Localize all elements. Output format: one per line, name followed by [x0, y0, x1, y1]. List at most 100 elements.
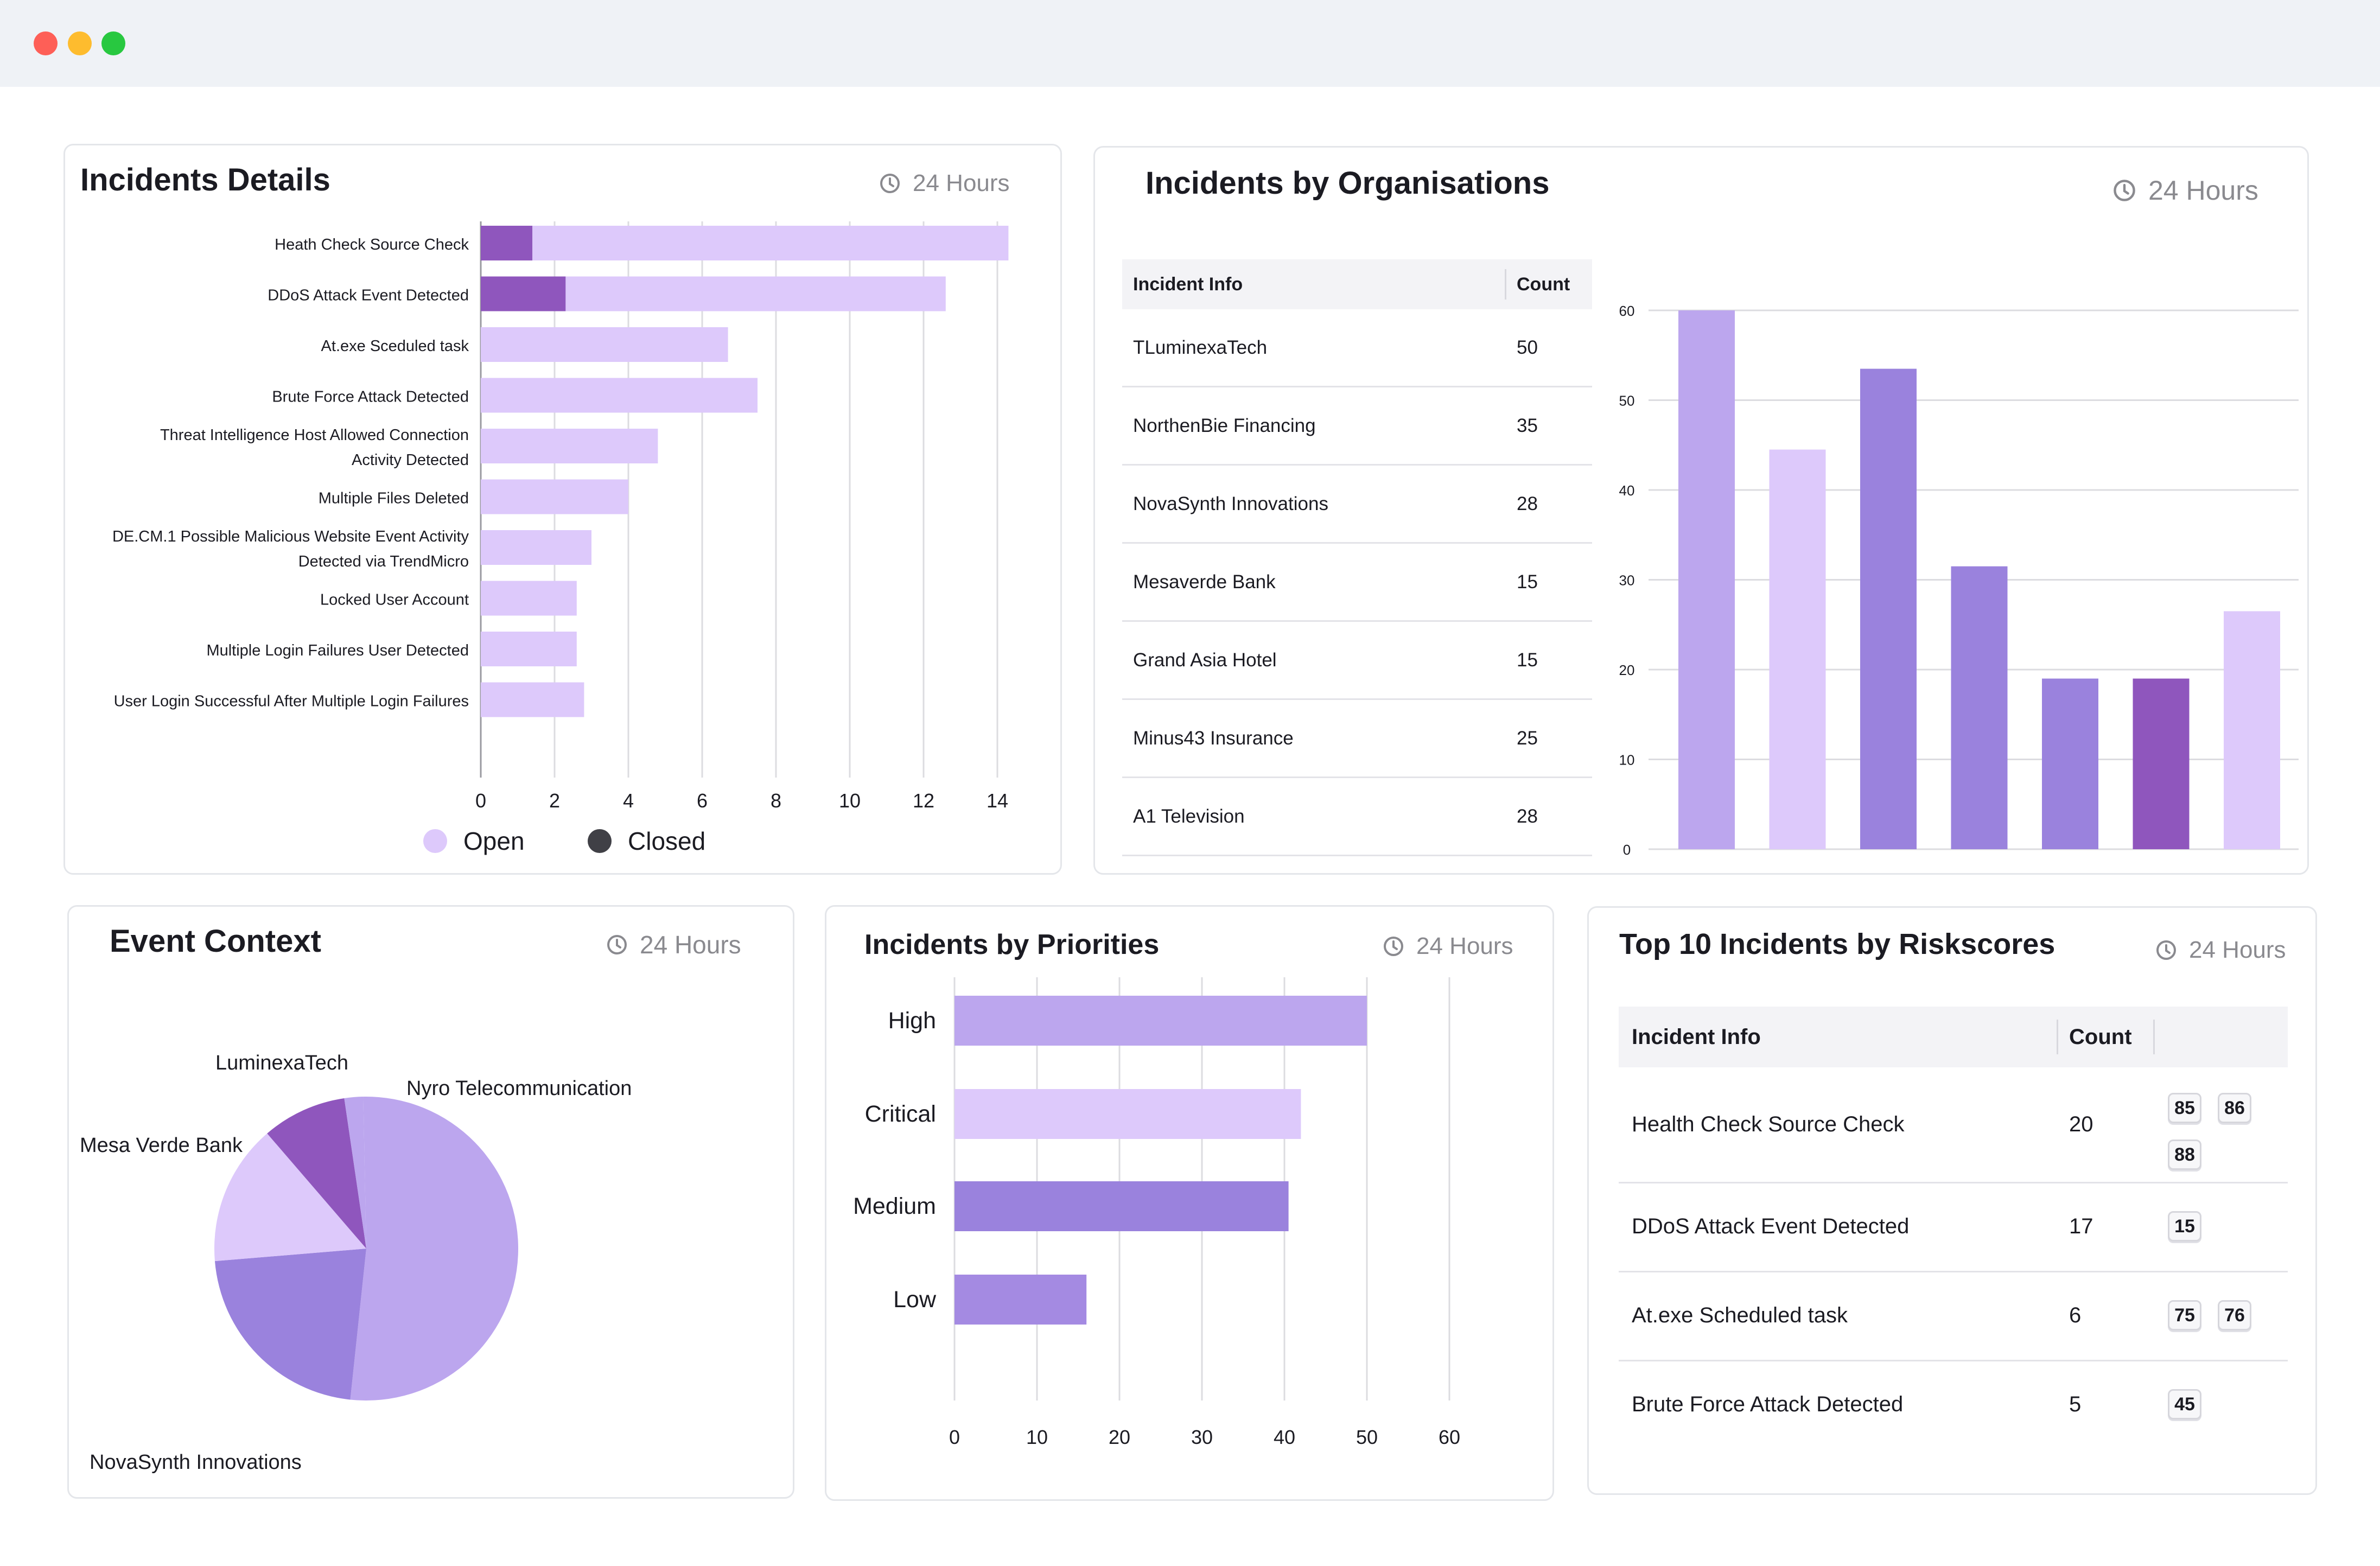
category-label: Heath Check Source Check — [275, 236, 469, 253]
x-tick-label: 40 — [1274, 1426, 1295, 1448]
period-label: 24 Hours — [2189, 937, 2286, 963]
category-label: Detected via TrendMicro — [298, 553, 469, 570]
priority-label: High — [888, 1008, 936, 1034]
org-bar — [1769, 449, 1826, 849]
legend-open-swatch — [423, 829, 447, 853]
org-name: NorthenBie Financing — [1133, 415, 1316, 436]
risk-score-badge[interactable]: 75 — [2168, 1300, 2201, 1331]
bar-open — [481, 581, 577, 616]
bar-open — [565, 276, 946, 311]
org-table-row[interactable]: TLuminexaTech 50 — [1122, 309, 1592, 387]
y-tick-label: 40 — [1619, 482, 1635, 499]
pie-slice — [344, 1097, 366, 1249]
org-count: 50 — [1517, 336, 1538, 358]
pie-slice-label: NovaSynth Innovations — [90, 1451, 302, 1474]
x-tick-label: 14 — [987, 790, 1008, 812]
category-label: DE.CM.1 Possible Malicious Website Event… — [112, 528, 469, 545]
risk-incident-name: DDoS Attack Event Detected — [1632, 1214, 1910, 1238]
risk-score-badge[interactable]: 85 — [2168, 1093, 2201, 1123]
clock-icon — [2156, 940, 2176, 960]
org-table-row[interactable]: NorthenBie Financing 35 — [1122, 387, 1592, 466]
org-table-row[interactable]: A1 Television 28 — [1122, 778, 1592, 856]
period-label: 24 Hours — [913, 170, 1010, 196]
clock-icon — [880, 174, 900, 193]
pie-slice — [350, 1097, 519, 1401]
x-tick-label: 0 — [475, 790, 486, 812]
pie-slice — [214, 1249, 366, 1400]
risk-header-count[interactable]: Count — [2069, 1024, 2132, 1049]
organisations-chart: 0 10 20 30 40 50 60 — [1619, 303, 2299, 858]
period-label: 24 Hours — [2148, 175, 2258, 206]
maximize-window-button[interactable] — [101, 31, 125, 55]
risk-score-badge[interactable]: 45 — [2168, 1389, 2201, 1419]
riskscores-period[interactable]: 24 Hours — [2155, 937, 2286, 964]
risk-score-badge[interactable]: 88 — [2168, 1140, 2201, 1170]
bar-closed — [481, 226, 533, 260]
risk-score-badge[interactable]: 15 — [2168, 1211, 2201, 1242]
org-table-row[interactable]: Grand Asia Hotel 15 — [1122, 622, 1592, 700]
riskscores-title: Top 10 Incidents by Riskscores — [1619, 928, 2056, 960]
risk-header-incident-info[interactable]: Incident Info — [1632, 1024, 1761, 1049]
org-table-row[interactable]: Mesaverde Bank 15 — [1122, 544, 1592, 622]
risk-count: 6 — [2069, 1303, 2082, 1327]
priorities-period[interactable]: 24 Hours — [1383, 933, 1513, 960]
risk-table-row[interactable]: Brute Force Attack Detected 5 45 — [1619, 1360, 2288, 1449]
legend-closed[interactable]: Closed — [588, 826, 705, 856]
incidents-details-chart: 0 2 4 6 8 10 12 14 Heath Check Source Check DDoS … — [112, 221, 1009, 812]
close-window-button[interactable] — [34, 31, 58, 55]
y-tick-label: 10 — [1619, 752, 1635, 768]
risk-score-badge[interactable]: 76 — [2218, 1300, 2251, 1331]
org-bar — [2224, 611, 2280, 849]
risk-count: 5 — [2069, 1392, 2082, 1416]
x-tick-label: 20 — [1109, 1426, 1130, 1448]
y-tick-label: 60 — [1619, 303, 1635, 319]
pie-slice-label: Nyro Telecommunication — [406, 1077, 632, 1100]
org-header-incident-info[interactable]: Incident Info — [1133, 273, 1243, 295]
period-label: 24 Hours — [1416, 933, 1513, 959]
x-tick-label: 60 — [1439, 1426, 1460, 1448]
legend-open[interactable]: Open — [423, 826, 525, 856]
header-divider — [1505, 269, 1506, 300]
bar-open — [481, 378, 758, 413]
category-label: Threat Intelligence Host Allowed Connect… — [160, 426, 469, 444]
risk-table-header: Incident Info Count — [1619, 1007, 2288, 1067]
priorities-title: Incidents by Priorities — [864, 929, 1160, 960]
pie-slice-label: LuminexaTech — [215, 1052, 348, 1074]
organisations-period[interactable]: 24 Hours — [2112, 175, 2258, 206]
org-table-row[interactable]: Minus43 Insurance 25 — [1122, 700, 1592, 778]
risk-table-row[interactable]: DDoS Attack Event Detected 17 15 — [1619, 1182, 2288, 1272]
bar-open — [481, 479, 628, 514]
org-name: Mesaverde Bank — [1133, 571, 1276, 593]
x-tick-label: 2 — [549, 790, 560, 812]
priorities-chart: 0 10 20 30 40 50 60 High Critical Medium Low — [853, 977, 1460, 1448]
priority-label: Critical — [865, 1101, 936, 1127]
bar-open — [481, 327, 728, 362]
category-label: Brute Force Attack Detected — [272, 389, 469, 406]
category-label: Multiple Login Failures User Detected — [206, 642, 469, 659]
category-label: DDoS Attack Event Detected — [268, 287, 469, 304]
period-label: 24 Hours — [640, 931, 741, 959]
category-label: At.exe Sceduled task — [321, 338, 469, 355]
bar-closed — [481, 276, 566, 311]
risk-table-row[interactable]: At.exe Scheduled task 6 75 76 — [1619, 1271, 2288, 1361]
risk-table-row[interactable]: Health Check Source Check 20 85 86 88 — [1619, 1067, 2288, 1183]
header-divider — [2153, 1020, 2155, 1054]
org-count: 35 — [1517, 415, 1538, 436]
risk-incident-name: Health Check Source Check — [1632, 1112, 1905, 1136]
x-tick-label: 50 — [1356, 1426, 1378, 1448]
org-table-row[interactable]: NovaSynth Innovations 28 — [1122, 466, 1592, 544]
event-context-period[interactable]: 24 Hours — [606, 930, 741, 959]
risk-score-badge[interactable]: 86 — [2218, 1093, 2251, 1123]
org-name: Grand Asia Hotel — [1133, 649, 1277, 671]
x-tick-label: 6 — [697, 790, 708, 812]
category-label: Locked User Account — [320, 591, 469, 609]
minimize-window-button[interactable] — [68, 31, 92, 55]
incidents-details-period[interactable]: 24 Hours — [879, 170, 1010, 197]
priority-label: Low — [893, 1287, 937, 1313]
org-name: Minus43 Insurance — [1133, 727, 1294, 749]
org-name: A1 Television — [1133, 805, 1245, 827]
x-tick-label: 10 — [839, 790, 861, 812]
org-header-count[interactable]: Count — [1517, 273, 1570, 295]
clock-icon — [1384, 937, 1403, 956]
bar-open — [481, 682, 584, 717]
